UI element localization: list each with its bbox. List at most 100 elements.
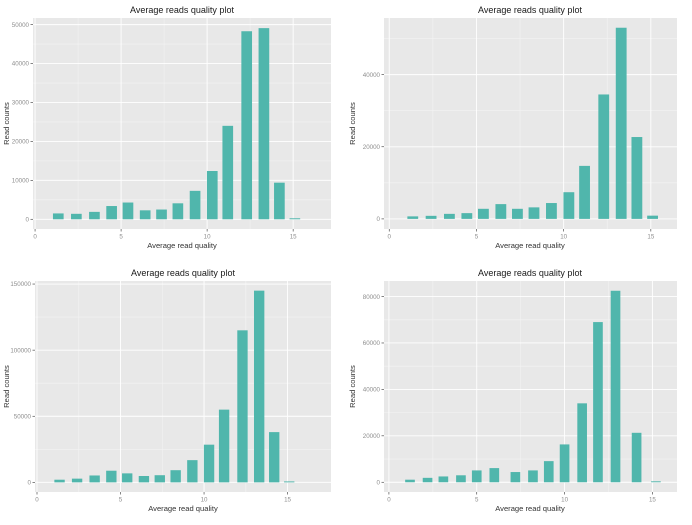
bar — [456, 474, 466, 482]
bar — [489, 467, 500, 482]
bar — [206, 170, 218, 220]
bar — [139, 210, 151, 220]
y-tick-label: 0 — [377, 216, 381, 223]
bar — [241, 31, 253, 220]
bar — [284, 480, 295, 482]
bar — [593, 321, 603, 482]
bar — [289, 218, 301, 220]
x-tick-label: 5 — [119, 234, 123, 241]
y-axis-title: Read counts — [348, 102, 357, 145]
bar — [258, 28, 270, 220]
chart-title: Average reads quality plot — [478, 268, 582, 278]
bar — [563, 192, 575, 219]
x-tick-label: 5 — [475, 234, 479, 241]
x-tick-label: 10 — [560, 234, 567, 241]
bar — [577, 402, 587, 482]
y-tick-label: 20000 — [363, 144, 381, 151]
bar — [425, 215, 437, 219]
x-tick-label: 10 — [204, 234, 211, 241]
bar — [471, 469, 482, 482]
x-tick-label: 15 — [649, 496, 656, 503]
quality-plot-top-right-svg: 0 5 10 15 0 20000 40000 Average reads quality … — [348, 5, 677, 250]
x-tick-label: 5 — [475, 496, 479, 503]
quality-plot-top-left: 0 5 10 15 0 10000 20000 30000 40000 50000 Average… — [0, 0, 346, 263]
bar — [528, 469, 538, 482]
chart-title: Average reads quality plot — [478, 5, 582, 15]
y-tick-label: 100000 — [10, 347, 31, 354]
y-tick-label: 30000 — [12, 100, 30, 107]
bar — [528, 207, 540, 219]
panel-background — [33, 18, 331, 229]
y-tick-label: 0 — [28, 479, 32, 486]
bar — [189, 190, 201, 220]
y-tick-label: 20000 — [363, 433, 381, 440]
y-tick-label: 60000 — [363, 340, 381, 347]
plot-area: 0 5 10 15 0 20000 40000 60000 80000 — [363, 280, 677, 503]
x-axis-title: Average read quality — [147, 241, 217, 250]
bar — [172, 203, 184, 220]
y-tick-label: 50000 — [14, 413, 32, 420]
x-tick-label: 10 — [201, 496, 208, 503]
bar — [222, 125, 234, 220]
y-tick-label: 150000 — [10, 281, 31, 288]
bar — [187, 459, 198, 482]
bar — [138, 475, 150, 482]
bar — [122, 202, 134, 220]
bar — [610, 290, 621, 482]
y-axis-title: Read counts — [348, 364, 357, 407]
bar — [253, 290, 265, 482]
bar — [438, 475, 449, 482]
x-axis-title: Average read quality — [495, 241, 565, 250]
x-tick-label: 5 — [119, 496, 123, 503]
bar — [546, 203, 557, 219]
x-axis-title: Average read quality — [148, 504, 218, 513]
chart-title: Average reads quality plot — [130, 5, 234, 15]
bar — [156, 209, 167, 220]
x-tick-label: 0 — [387, 496, 391, 503]
plot-area: 0 5 10 15 0 10000 20000 30000 40000 50000 — [12, 18, 331, 241]
y-tick-label: 40000 — [363, 72, 381, 79]
bar — [478, 208, 489, 219]
bar — [443, 213, 455, 219]
bar — [71, 213, 82, 220]
y-tick-label: 50000 — [12, 22, 30, 29]
x-tick-label: 10 — [561, 496, 568, 503]
bar — [543, 460, 554, 482]
y-tick-label: 40000 — [363, 386, 381, 393]
bar — [122, 472, 133, 482]
bar — [579, 165, 590, 219]
quality-plot-top-right: 0 5 10 15 0 20000 40000 Average reads quality … — [346, 0, 692, 263]
x-tick-label: 0 — [388, 234, 392, 241]
y-axis-title: Read counts — [2, 102, 11, 145]
bar — [154, 474, 165, 482]
y-tick-label: 80000 — [363, 293, 381, 300]
bar — [203, 444, 215, 482]
bar — [218, 409, 230, 482]
bar — [106, 470, 117, 482]
bar — [422, 477, 433, 482]
quality-plot-bottom-right: 0 5 10 15 0 20000 40000 60000 80000 Average read… — [346, 263, 692, 525]
chart-title: Average reads quality plot — [131, 268, 235, 278]
bar — [647, 215, 658, 219]
y-tick-label: 40000 — [12, 61, 30, 68]
plot-area: 0 5 10 15 0 50000 100000 150000 — [10, 280, 331, 503]
bar — [106, 206, 117, 220]
bar — [170, 469, 181, 482]
bar — [71, 478, 83, 482]
bar — [461, 213, 473, 219]
y-tick-label: 0 — [377, 479, 381, 486]
y-tick-label: 20000 — [12, 139, 30, 146]
bar — [615, 27, 627, 219]
quality-plot-bottom-right-svg: 0 5 10 15 0 20000 40000 60000 80000 Average read… — [348, 268, 677, 513]
x-tick-label: 15 — [290, 234, 297, 241]
y-tick-label: 0 — [26, 216, 30, 223]
bar — [631, 137, 643, 219]
bar — [495, 204, 507, 219]
bar — [54, 479, 65, 482]
x-tick-label: 15 — [284, 496, 291, 503]
panel-background — [35, 280, 331, 492]
bar — [89, 211, 100, 220]
bar — [269, 431, 280, 482]
bar — [631, 432, 642, 482]
